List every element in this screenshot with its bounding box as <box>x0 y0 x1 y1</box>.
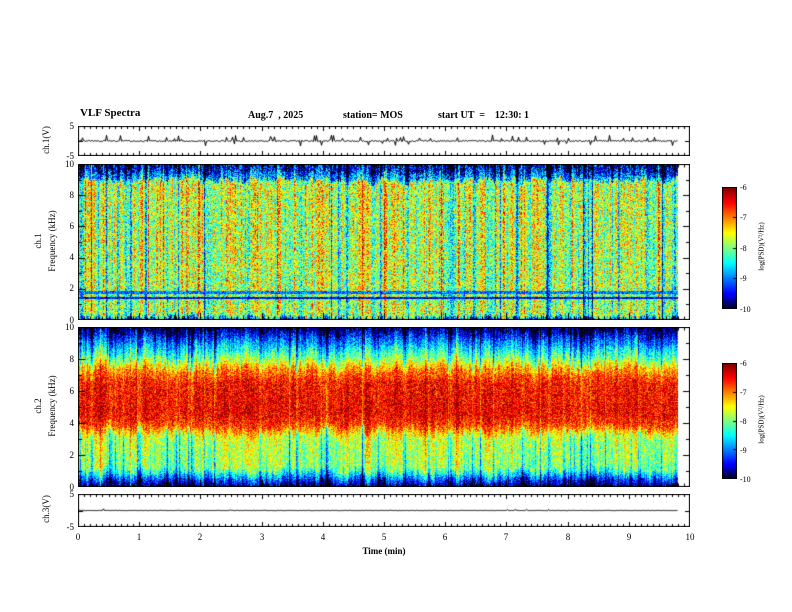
ch1-spec-channel-label: ch.1 <box>33 233 43 249</box>
ch2-spectrogram-panel <box>78 327 690 487</box>
colorbar1-axis-label: log(PSD)(V²/Hz) <box>757 222 766 271</box>
freq-tick-label: 4 <box>69 252 75 262</box>
colorbar-tick-label: -6 <box>740 359 747 368</box>
ch1-wave-ymin-label: -5 <box>66 151 75 161</box>
time-tick-label: 6 <box>442 532 448 542</box>
colorbar2-axis-label: log(PSD)(V²/Hz) <box>757 395 766 444</box>
ch1-spec-freq-axis-label: Frequency (kHz) <box>47 210 57 272</box>
time-tick-label: 9 <box>626 532 632 542</box>
colorbar-tick-label: -8 <box>740 244 747 253</box>
ch2-spec-freq-axis-label: Frequency (kHz) <box>47 375 57 437</box>
freq-tick-label: 6 <box>69 221 75 231</box>
ch1-waveform-panel <box>78 126 690 156</box>
freq-tick-label: 8 <box>69 190 75 200</box>
ch2-spec-channel-label: ch.2 <box>33 398 43 414</box>
ch3-wave-axis-label: ch.3(V) <box>41 495 51 523</box>
time-tick-label: 7 <box>503 532 509 542</box>
time-tick-label: 4 <box>320 532 326 542</box>
colorbar-tick-label: -8 <box>740 417 747 426</box>
colorbar-tick-label: -7 <box>740 388 747 397</box>
time-tick-label: 2 <box>197 532 203 542</box>
ch1-wave-ymax-label: 5 <box>69 121 75 131</box>
time-axis-label: Time (min) <box>362 546 406 556</box>
colorbar-tick-label: -7 <box>740 213 747 222</box>
colorbar-tick-label: -6 <box>740 183 747 192</box>
start-ut-label: start UT = 12:30: 1 <box>438 110 530 121</box>
freq-tick-label: 4 <box>69 418 75 428</box>
freq-tick-label: 0 <box>69 482 75 492</box>
colorbar-tick-label: -9 <box>740 274 747 283</box>
page-title: VLF Spectra <box>80 107 141 119</box>
freq-tick-label: 0 <box>69 315 75 325</box>
colorbar-tick-label: -10 <box>740 475 751 484</box>
time-tick-label: 10 <box>685 532 695 542</box>
freq-tick-label: 6 <box>69 386 75 396</box>
colorbar-ch2 <box>722 363 737 479</box>
colorbar-tick-label: -9 <box>740 446 747 455</box>
time-tick-label: 3 <box>259 532 265 542</box>
freq-tick-label: 2 <box>69 450 75 460</box>
date-label: Aug.7 , 2025 <box>248 110 304 121</box>
time-tick-label: 1 <box>136 532 142 542</box>
freq-tick-label: 8 <box>69 354 75 364</box>
ch3-waveform-panel <box>78 494 690 527</box>
colorbar-ch1 <box>722 187 737 309</box>
station-label: station= MOS <box>343 110 403 121</box>
freq-tick-label: 10 <box>65 322 74 332</box>
time-tick-label: 0 <box>75 532 81 542</box>
ch1-wave-axis-label: ch.1(V) <box>41 126 51 154</box>
ch1-spectrogram-panel <box>78 164 690 320</box>
colorbar-tick-label: -10 <box>740 305 751 314</box>
freq-tick-label: 10 <box>65 159 74 169</box>
freq-tick-label: 2 <box>69 283 75 293</box>
time-tick-label: 5 <box>381 532 387 542</box>
ch3-wave-ymin-label: -5 <box>66 522 75 532</box>
time-tick-label: 8 <box>565 532 571 542</box>
ch3-wave-ymax-label: 5 <box>69 489 75 499</box>
